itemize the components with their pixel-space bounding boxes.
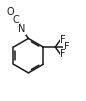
Text: F: F <box>60 35 66 45</box>
Text: C: C <box>12 15 19 25</box>
Text: O: O <box>6 7 14 17</box>
Text: N: N <box>18 24 26 34</box>
Text: F: F <box>60 49 66 59</box>
Text: F: F <box>64 42 70 52</box>
